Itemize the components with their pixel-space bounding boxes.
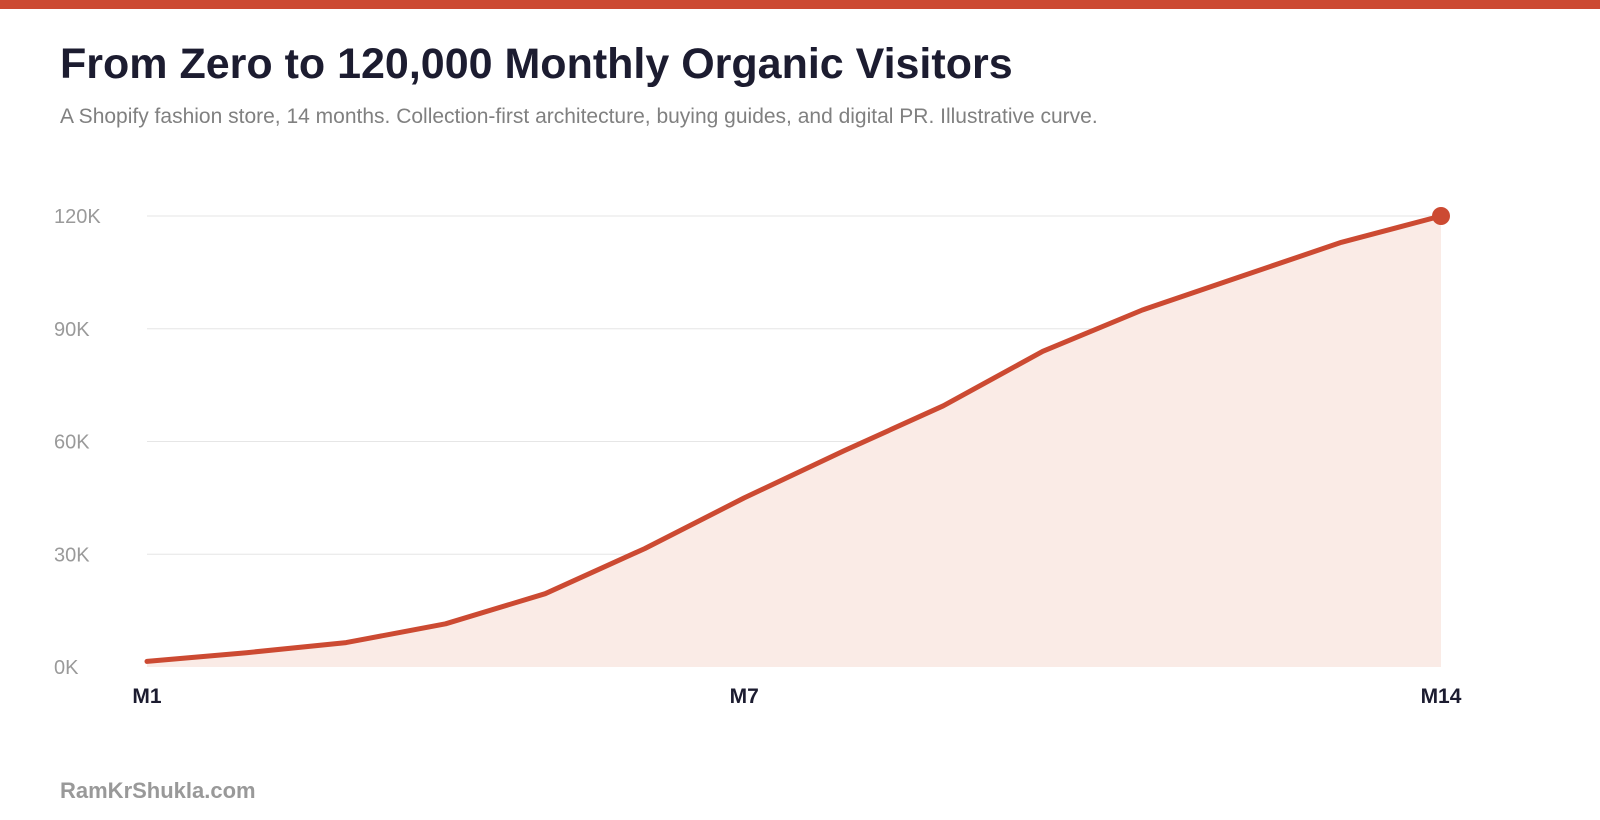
- chart-title: From Zero to 120,000 Monthly Organic Vis…: [60, 40, 1013, 88]
- y-tick-label: 0K: [54, 657, 79, 679]
- x-tick-label: M7: [730, 685, 759, 708]
- top-accent-bar: [0, 0, 1600, 9]
- y-axis-ticks: 0K 30K 60K 90K 120K: [54, 206, 101, 679]
- y-tick-label: 30K: [54, 544, 90, 566]
- brand-footer: RamKrShukla.com: [60, 778, 256, 803]
- end-point-marker: [1432, 207, 1450, 225]
- x-axis-ticks: M1 M7 M14: [132, 685, 1461, 708]
- line-area-chart: 0K 30K 60K 90K 120K M1 M7 M14: [54, 206, 1462, 708]
- data-points: [1432, 207, 1450, 225]
- area-fill: [147, 216, 1441, 667]
- y-tick-label: 60K: [54, 432, 90, 454]
- chart-subtitle: A Shopify fashion store, 14 months. Coll…: [60, 105, 1098, 128]
- y-tick-label: 90K: [54, 319, 90, 341]
- x-tick-label: M14: [1421, 685, 1462, 708]
- x-tick-label: M1: [132, 685, 161, 708]
- y-tick-label: 120K: [54, 206, 101, 228]
- series-line: [144, 213, 1444, 664]
